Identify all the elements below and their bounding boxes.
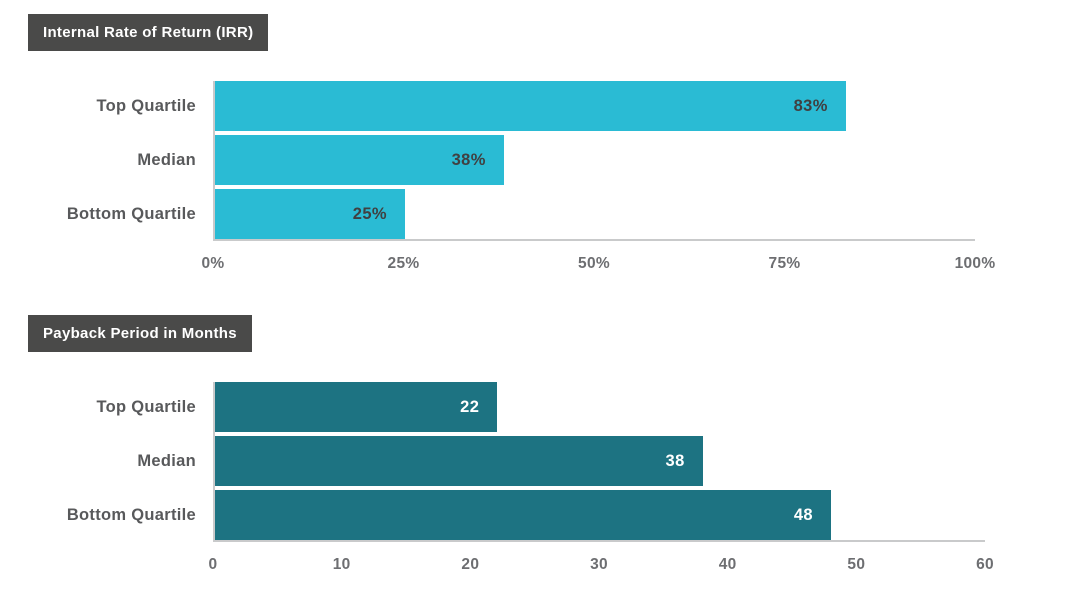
category-axis-payback: Top Quartile Median Bottom Quartile [28, 382, 213, 574]
category-label: Top Quartile [96, 397, 196, 416]
category-label: Median [137, 150, 196, 169]
x-axis-tick-label: 50 [847, 556, 866, 573]
plot-column-payback: 22 38 48 0 10 20 30 40 50 60 [209, 382, 994, 574]
bar-track: 48 [215, 490, 985, 540]
chart-title-badge-irr: Internal Rate of Return (IRR) [28, 14, 269, 51]
chart-title-badge-payback: Payback Period in Months [28, 315, 252, 352]
plot-area-irr: 83% 38% 25% [213, 81, 975, 241]
x-axis-ticks-irr: 0% 25% 50% 75% 100% [201, 255, 995, 273]
x-axis-tick-label: 25% [387, 255, 420, 272]
x-axis-tick-label: 30 [590, 556, 608, 573]
bar-value-label: 48 [793, 505, 813, 524]
chart-irr: Internal Rate of Return (IRR) Top Quarti… [28, 14, 1080, 273]
bar: 38 [215, 436, 703, 486]
chart-payback: Payback Period in Months Top Quartile Med… [28, 315, 1080, 574]
category-label: Median [137, 451, 196, 470]
x-axis-tick-label: 60 [976, 556, 994, 573]
x-axis-tick-label: 0% [201, 255, 225, 272]
chart-body-payback: Top Quartile Median Bottom Quartile 22 38 48… [28, 382, 1080, 574]
plot-column-irr: 83% 38% 25% 0% 25% 50% 75% 100% [201, 81, 995, 273]
bar-value-label: 83% [793, 96, 828, 115]
bar-value-label: 22 [460, 397, 480, 416]
category-axis-irr: Top Quartile Median Bottom Quartile [28, 81, 213, 273]
infographic-page: Internal Rate of Return (IRR) Top Quarti… [28, 14, 1080, 574]
x-axis-ticks-payback: 0 10 20 30 40 50 60 [209, 556, 994, 574]
bar-track: 83% [215, 81, 975, 131]
x-axis-tick-label: 40 [718, 556, 737, 573]
bar-value-label: 38% [451, 150, 486, 169]
x-axis-tick-label: 75% [768, 255, 801, 272]
category-label: Bottom Quartile [66, 505, 196, 524]
category-label: Top Quartile [96, 96, 196, 115]
x-axis-tick-label: 100% [954, 255, 996, 272]
bar-track: 38 [215, 436, 985, 486]
bar: 38% [215, 135, 504, 185]
bar: 83% [215, 81, 846, 131]
x-axis-tick-label: 20 [461, 556, 480, 573]
category-label: Bottom Quartile [66, 204, 196, 223]
bar: 48 [215, 490, 831, 540]
bar: 25% [215, 189, 405, 239]
x-axis-tick-label: 0 [208, 556, 218, 573]
bar-value-label: 25% [352, 204, 387, 223]
plot-area-payback: 22 38 48 [213, 382, 985, 542]
bar-track: 22 [215, 382, 985, 432]
x-axis-tick-label: 50% [578, 255, 610, 272]
bar: 22 [215, 382, 498, 432]
x-axis-tick-label: 10 [332, 556, 351, 573]
bar-track: 38% [215, 135, 975, 185]
chart-body-irr: Top Quartile Median Bottom Quartile 83% 38%… [28, 81, 1080, 273]
bar-value-label: 38 [665, 451, 685, 470]
bar-track: 25% [215, 189, 975, 239]
